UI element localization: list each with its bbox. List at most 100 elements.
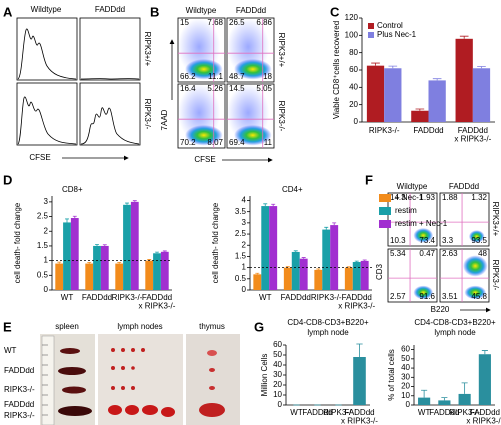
- x-tick-label: x RIPK3-/-: [338, 302, 375, 311]
- error-bar: [132, 200, 137, 202]
- y-tick-label: 30: [273, 370, 282, 379]
- y-tick-label: 3: [44, 197, 49, 206]
- error-bar: [263, 203, 268, 207]
- cell-population: [413, 227, 434, 243]
- column-label: lymph nodes: [117, 322, 162, 331]
- column-label: thymus: [199, 322, 225, 331]
- row-label: RIPK3-/-: [143, 99, 152, 130]
- cell-population: [463, 255, 488, 277]
- bar: [458, 393, 471, 405]
- cell-population: [234, 124, 272, 146]
- x-tick-label: WT: [290, 408, 303, 417]
- cell-population: [234, 58, 272, 80]
- y-tick-label: 0: [354, 117, 359, 126]
- error-bar: [477, 66, 486, 69]
- y-tick-label: 3: [242, 218, 247, 227]
- y-tick-label: 3.5: [235, 207, 247, 216]
- row-label: WT: [4, 346, 17, 355]
- error-bar: [125, 202, 129, 205]
- bar: [360, 260, 369, 290]
- legend-label: + Nec-1: [395, 193, 424, 202]
- y-tick-label: 10: [273, 390, 282, 399]
- panel-letter: E: [3, 319, 12, 334]
- y-tick-label: 50: [401, 354, 410, 363]
- axis-label: 7AAD: [160, 109, 169, 130]
- chart-title: CD4-CD8-CD3+B220+: [414, 318, 496, 327]
- bar: [93, 245, 101, 290]
- bar: [123, 204, 131, 290]
- x-tick-label: FADDdd: [413, 126, 443, 135]
- y-tick-label: 1.5: [235, 252, 247, 261]
- bar: [55, 263, 64, 290]
- bar: [344, 267, 353, 290]
- error-bar: [65, 218, 69, 223]
- quadrant-value: 1.93: [419, 193, 435, 202]
- error-bar: [57, 261, 62, 264]
- histograms: [16, 17, 141, 161]
- y-tick-label: 40: [349, 82, 358, 91]
- y-tick-label: 0: [242, 285, 247, 294]
- error-bar: [362, 259, 367, 261]
- bar: [299, 258, 308, 290]
- error-bar: [354, 260, 359, 263]
- quadrant-value: 5.26: [207, 84, 223, 93]
- x-tick-label: FADDdd: [281, 293, 311, 302]
- y-tick-label: 1.5: [37, 241, 49, 250]
- x-tick-label: RIPK3-/-: [112, 293, 143, 302]
- column-label: Wildtype: [186, 6, 217, 15]
- row-label: RIPK3-/-: [4, 385, 35, 394]
- y-tick-label: 80: [349, 48, 358, 57]
- bar: [160, 251, 169, 290]
- legend-swatch: [379, 194, 391, 202]
- quadrant-value: 16.4: [180, 84, 196, 93]
- cell-population: [185, 58, 223, 80]
- legend-label: Control: [377, 21, 403, 30]
- quadrant-value: 26.5: [229, 18, 245, 27]
- panel-letter: G: [254, 319, 264, 334]
- y-tick-label: 50: [273, 350, 282, 359]
- bar: [153, 253, 161, 290]
- x-tick-label: FADDdd: [458, 126, 488, 135]
- chart-title: CD4-CD8-CD3+B220+: [287, 318, 369, 327]
- row-label: FADDdd: [4, 400, 34, 409]
- bar: [145, 260, 154, 290]
- bar: [283, 267, 292, 290]
- axis-label: CD3: [375, 263, 384, 280]
- y-tick-label: 4: [242, 196, 247, 205]
- legend-swatch: [379, 207, 391, 215]
- error-bar: [388, 65, 398, 69]
- x-tick-label: FADDdd: [344, 408, 374, 417]
- quadrant-value: 14.5: [229, 84, 245, 93]
- quadrant-value: 7.68: [207, 18, 223, 27]
- bar: [418, 397, 431, 405]
- y-tick-label: 0: [406, 400, 411, 409]
- x-tick-label: FADDdd: [470, 408, 500, 417]
- y-tick-label: 0.5: [37, 270, 49, 279]
- error-bar: [301, 257, 306, 259]
- column-label: FADDdd: [236, 6, 266, 15]
- bar: [291, 251, 300, 290]
- error-bar: [371, 62, 380, 66]
- x-tick-label: RIPK3-/-: [369, 126, 400, 135]
- error-bar: [162, 250, 167, 252]
- quadrant-value: 48: [478, 249, 487, 258]
- bar: [130, 201, 139, 290]
- x-tick-label: FADDdd: [429, 408, 459, 417]
- error-bar: [332, 222, 337, 226]
- error-bar: [87, 261, 92, 264]
- quadrant-value: 3.3: [442, 236, 454, 245]
- y-tick-label: 2.5: [235, 229, 247, 238]
- y-tick-label: 40: [273, 360, 282, 369]
- row-label: RIPK3+/+: [277, 33, 286, 68]
- bar: [269, 206, 278, 290]
- bar: [478, 354, 491, 405]
- row-label: RIPK3+/+: [143, 32, 152, 67]
- y-tick-label: 0: [44, 285, 49, 294]
- quadrant-value: 5.34: [390, 249, 406, 258]
- error-bar: [117, 261, 122, 264]
- bar: [366, 65, 385, 122]
- error-bar: [421, 389, 428, 398]
- cell-population: [464, 285, 487, 300]
- x-tick-label: FADDdd: [302, 408, 332, 417]
- bar: [70, 218, 79, 290]
